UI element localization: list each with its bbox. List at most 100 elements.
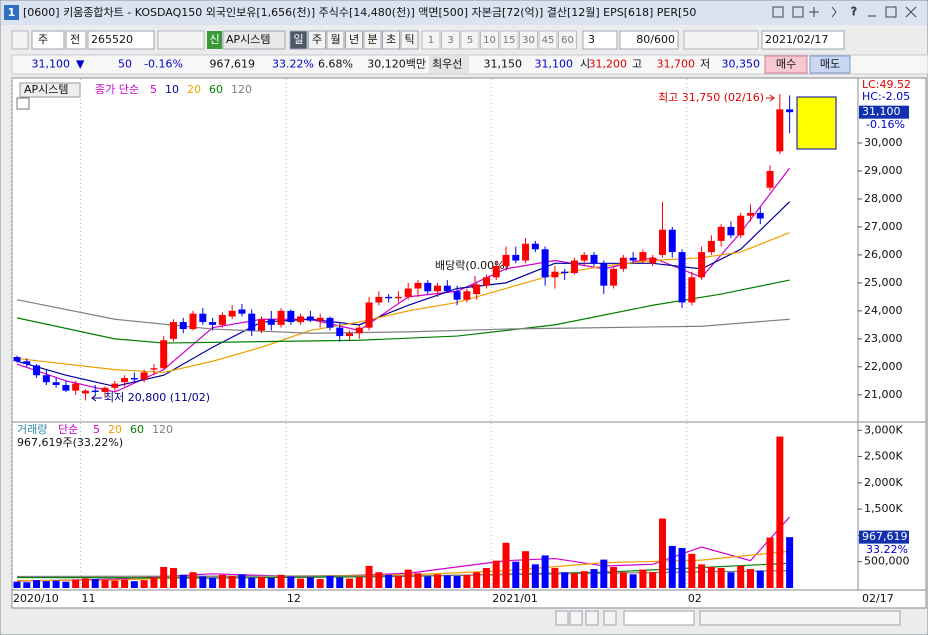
period-button[interactable]: [289, 30, 308, 50]
btn-max[interactable]: [885, 6, 897, 18]
volume-bar: [747, 569, 754, 588]
candle-body: [649, 257, 657, 264]
period-button[interactable]: [363, 30, 382, 50]
interval-label: 3: [447, 35, 453, 46]
interval-button[interactable]: [441, 30, 460, 50]
candle-body: [786, 109, 794, 113]
btn-restore[interactable]: [772, 6, 784, 18]
candle-body: [199, 313, 207, 323]
volume-bar: [150, 577, 158, 588]
volume-bar: [179, 574, 187, 588]
candle-body: [668, 229, 676, 253]
candle-body: [385, 296, 393, 299]
volume-bar: [414, 573, 422, 588]
buy-button[interactable]: [764, 55, 808, 74]
volume-bar: [639, 569, 647, 588]
high-label: 고: [632, 58, 642, 71]
btn-menu[interactable]: [831, 6, 837, 18]
interval-select-text: 3: [588, 33, 595, 46]
period-label: 일: [293, 32, 303, 46]
volume-ma-label: 단순: [58, 423, 78, 436]
period-button[interactable]: [345, 30, 363, 50]
volume-bar: [130, 581, 138, 588]
candle-body: [23, 361, 31, 365]
sell-button[interactable]: [809, 55, 851, 74]
btn-help[interactable]: ?: [851, 5, 858, 19]
period-label: 분: [367, 33, 377, 46]
tool-icons[interactable]: [157, 30, 205, 50]
candle-body: [453, 291, 461, 300]
candle-body: [473, 285, 481, 295]
unit-select[interactable]: [31, 30, 65, 50]
candle-body: [639, 252, 647, 261]
candle-body: [258, 319, 265, 331]
volume-bar: [531, 564, 539, 588]
candle-body: [394, 296, 402, 299]
period-button[interactable]: [326, 30, 345, 50]
volume-bar: [786, 537, 794, 588]
candle-body: [355, 327, 363, 334]
btn-pin[interactable]: [809, 7, 819, 17]
interval-button[interactable]: [460, 30, 480, 50]
interval-button[interactable]: [538, 30, 558, 50]
y-tick-label: 29,000: [864, 164, 903, 177]
volume-bar: [346, 578, 354, 588]
y-tick-label: 1,500K: [864, 502, 903, 515]
candle-body: [287, 310, 295, 323]
scroll-btn[interactable]: [603, 610, 617, 626]
interval-button[interactable]: [480, 30, 499, 50]
volume-bar: [502, 542, 510, 588]
period-button[interactable]: [400, 30, 419, 50]
period-button[interactable]: [308, 30, 326, 50]
count-input[interactable]: [619, 30, 679, 50]
y-tick-label: 27,000: [864, 220, 903, 233]
volume-bar: [218, 574, 226, 588]
candle-body: [434, 285, 442, 292]
grid-icon[interactable]: [16, 97, 30, 110]
candle-body: [33, 365, 41, 376]
volume-bar: [258, 576, 265, 588]
scroll-track[interactable]: [623, 610, 695, 626]
candle-body: [277, 310, 285, 325]
volume-bar: [737, 565, 745, 588]
menu-icon[interactable]: [11, 30, 29, 50]
candle-body: [629, 257, 637, 261]
code-input[interactable]: [87, 30, 155, 50]
candle-body: [776, 109, 784, 152]
period-button[interactable]: [382, 30, 400, 50]
interval-button[interactable]: [421, 30, 441, 50]
candle-body: [688, 277, 696, 303]
interval-label: 10: [483, 35, 496, 46]
chart-tools[interactable]: [683, 30, 759, 50]
interval-select[interactable]: [582, 30, 618, 50]
volume-bar: [424, 576, 432, 588]
candle-body: [111, 383, 119, 388]
interval-button[interactable]: [499, 30, 519, 50]
volume-bar: [42, 581, 50, 588]
x-tick-label: 02: [688, 592, 702, 605]
date-input[interactable]: [761, 30, 845, 50]
btn-close[interactable]: [905, 6, 917, 18]
zoom-tools[interactable]: [699, 610, 901, 626]
candle-body: [463, 291, 471, 300]
scroll-btn[interactable]: [585, 610, 599, 626]
x-tick-label: 11: [81, 592, 95, 605]
candle-body: [306, 316, 314, 321]
tab-badge[interactable]: [4, 5, 19, 20]
btn-link[interactable]: [792, 6, 804, 18]
candle-body: [551, 271, 559, 278]
scroll-btn[interactable]: [569, 610, 583, 626]
volume-rate: 33.22%: [272, 58, 314, 71]
tab-number: 1: [8, 6, 16, 19]
mode-select[interactable]: [65, 30, 87, 50]
interval-button[interactable]: [519, 30, 538, 50]
candle-body: [707, 240, 715, 253]
volume-bar: [101, 580, 109, 588]
interval-button[interactable]: [558, 30, 577, 50]
low-label: 저: [700, 58, 710, 71]
end-date: 02/17: [862, 592, 894, 605]
scroll-btn[interactable]: [555, 610, 569, 626]
volume-bar: [717, 568, 725, 588]
volume-bar: [248, 577, 256, 588]
y-tick-label: 2,500K: [864, 450, 903, 463]
